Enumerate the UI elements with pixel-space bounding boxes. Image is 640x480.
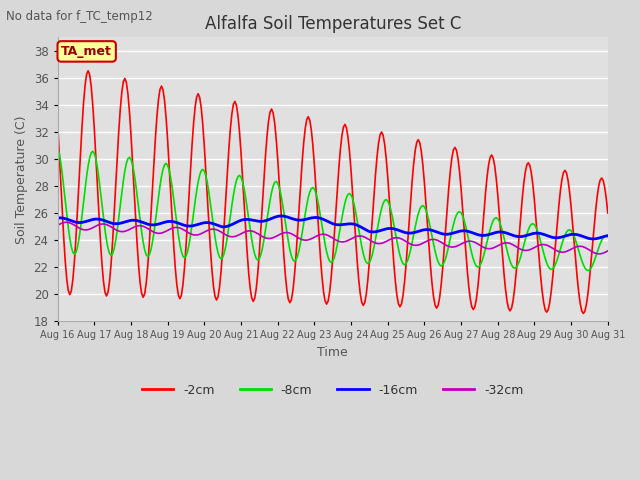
-32cm bbox=[63, 219, 70, 225]
-32cm bbox=[604, 248, 612, 254]
-16cm bbox=[399, 229, 407, 235]
Title: Alfalfa Soil Temperatures Set C: Alfalfa Soil Temperatures Set C bbox=[205, 15, 461, 33]
-2cm bbox=[399, 293, 407, 299]
-16cm bbox=[156, 221, 164, 227]
Line: -32cm: -32cm bbox=[58, 222, 608, 254]
-8cm bbox=[156, 183, 164, 189]
-2cm bbox=[54, 119, 61, 125]
Text: No data for f_TC_temp12: No data for f_TC_temp12 bbox=[6, 10, 153, 23]
-16cm bbox=[538, 231, 546, 237]
-8cm bbox=[397, 258, 405, 264]
-16cm bbox=[54, 215, 61, 221]
-8cm bbox=[537, 239, 545, 244]
-16cm bbox=[604, 233, 612, 239]
-16cm bbox=[387, 226, 395, 231]
-32cm bbox=[54, 222, 61, 228]
Text: TA_met: TA_met bbox=[61, 45, 112, 58]
-2cm bbox=[84, 68, 92, 73]
-32cm bbox=[387, 236, 395, 242]
-2cm bbox=[579, 311, 587, 316]
-16cm bbox=[369, 229, 376, 235]
-8cm bbox=[367, 256, 375, 262]
Line: -2cm: -2cm bbox=[58, 71, 608, 313]
-8cm bbox=[385, 202, 393, 207]
Line: -16cm: -16cm bbox=[58, 216, 608, 239]
-16cm bbox=[589, 236, 596, 242]
-32cm bbox=[399, 237, 407, 242]
-8cm bbox=[54, 144, 61, 150]
-8cm bbox=[69, 250, 77, 255]
-8cm bbox=[584, 268, 592, 274]
-8cm bbox=[604, 234, 612, 240]
-32cm bbox=[538, 242, 546, 248]
X-axis label: Time: Time bbox=[317, 346, 348, 359]
-32cm bbox=[595, 251, 602, 257]
-32cm bbox=[70, 222, 78, 228]
-2cm bbox=[538, 288, 546, 293]
Line: -8cm: -8cm bbox=[58, 147, 608, 271]
-2cm bbox=[157, 83, 165, 89]
Legend: -2cm, -8cm, -16cm, -32cm: -2cm, -8cm, -16cm, -32cm bbox=[137, 379, 529, 402]
-2cm bbox=[69, 276, 77, 282]
-32cm bbox=[369, 239, 376, 244]
-2cm bbox=[369, 215, 376, 221]
-16cm bbox=[277, 213, 285, 219]
-2cm bbox=[387, 217, 395, 223]
-2cm bbox=[604, 210, 612, 216]
-32cm bbox=[157, 230, 165, 236]
Y-axis label: Soil Temperature (C): Soil Temperature (C) bbox=[15, 115, 28, 243]
-16cm bbox=[69, 218, 77, 224]
